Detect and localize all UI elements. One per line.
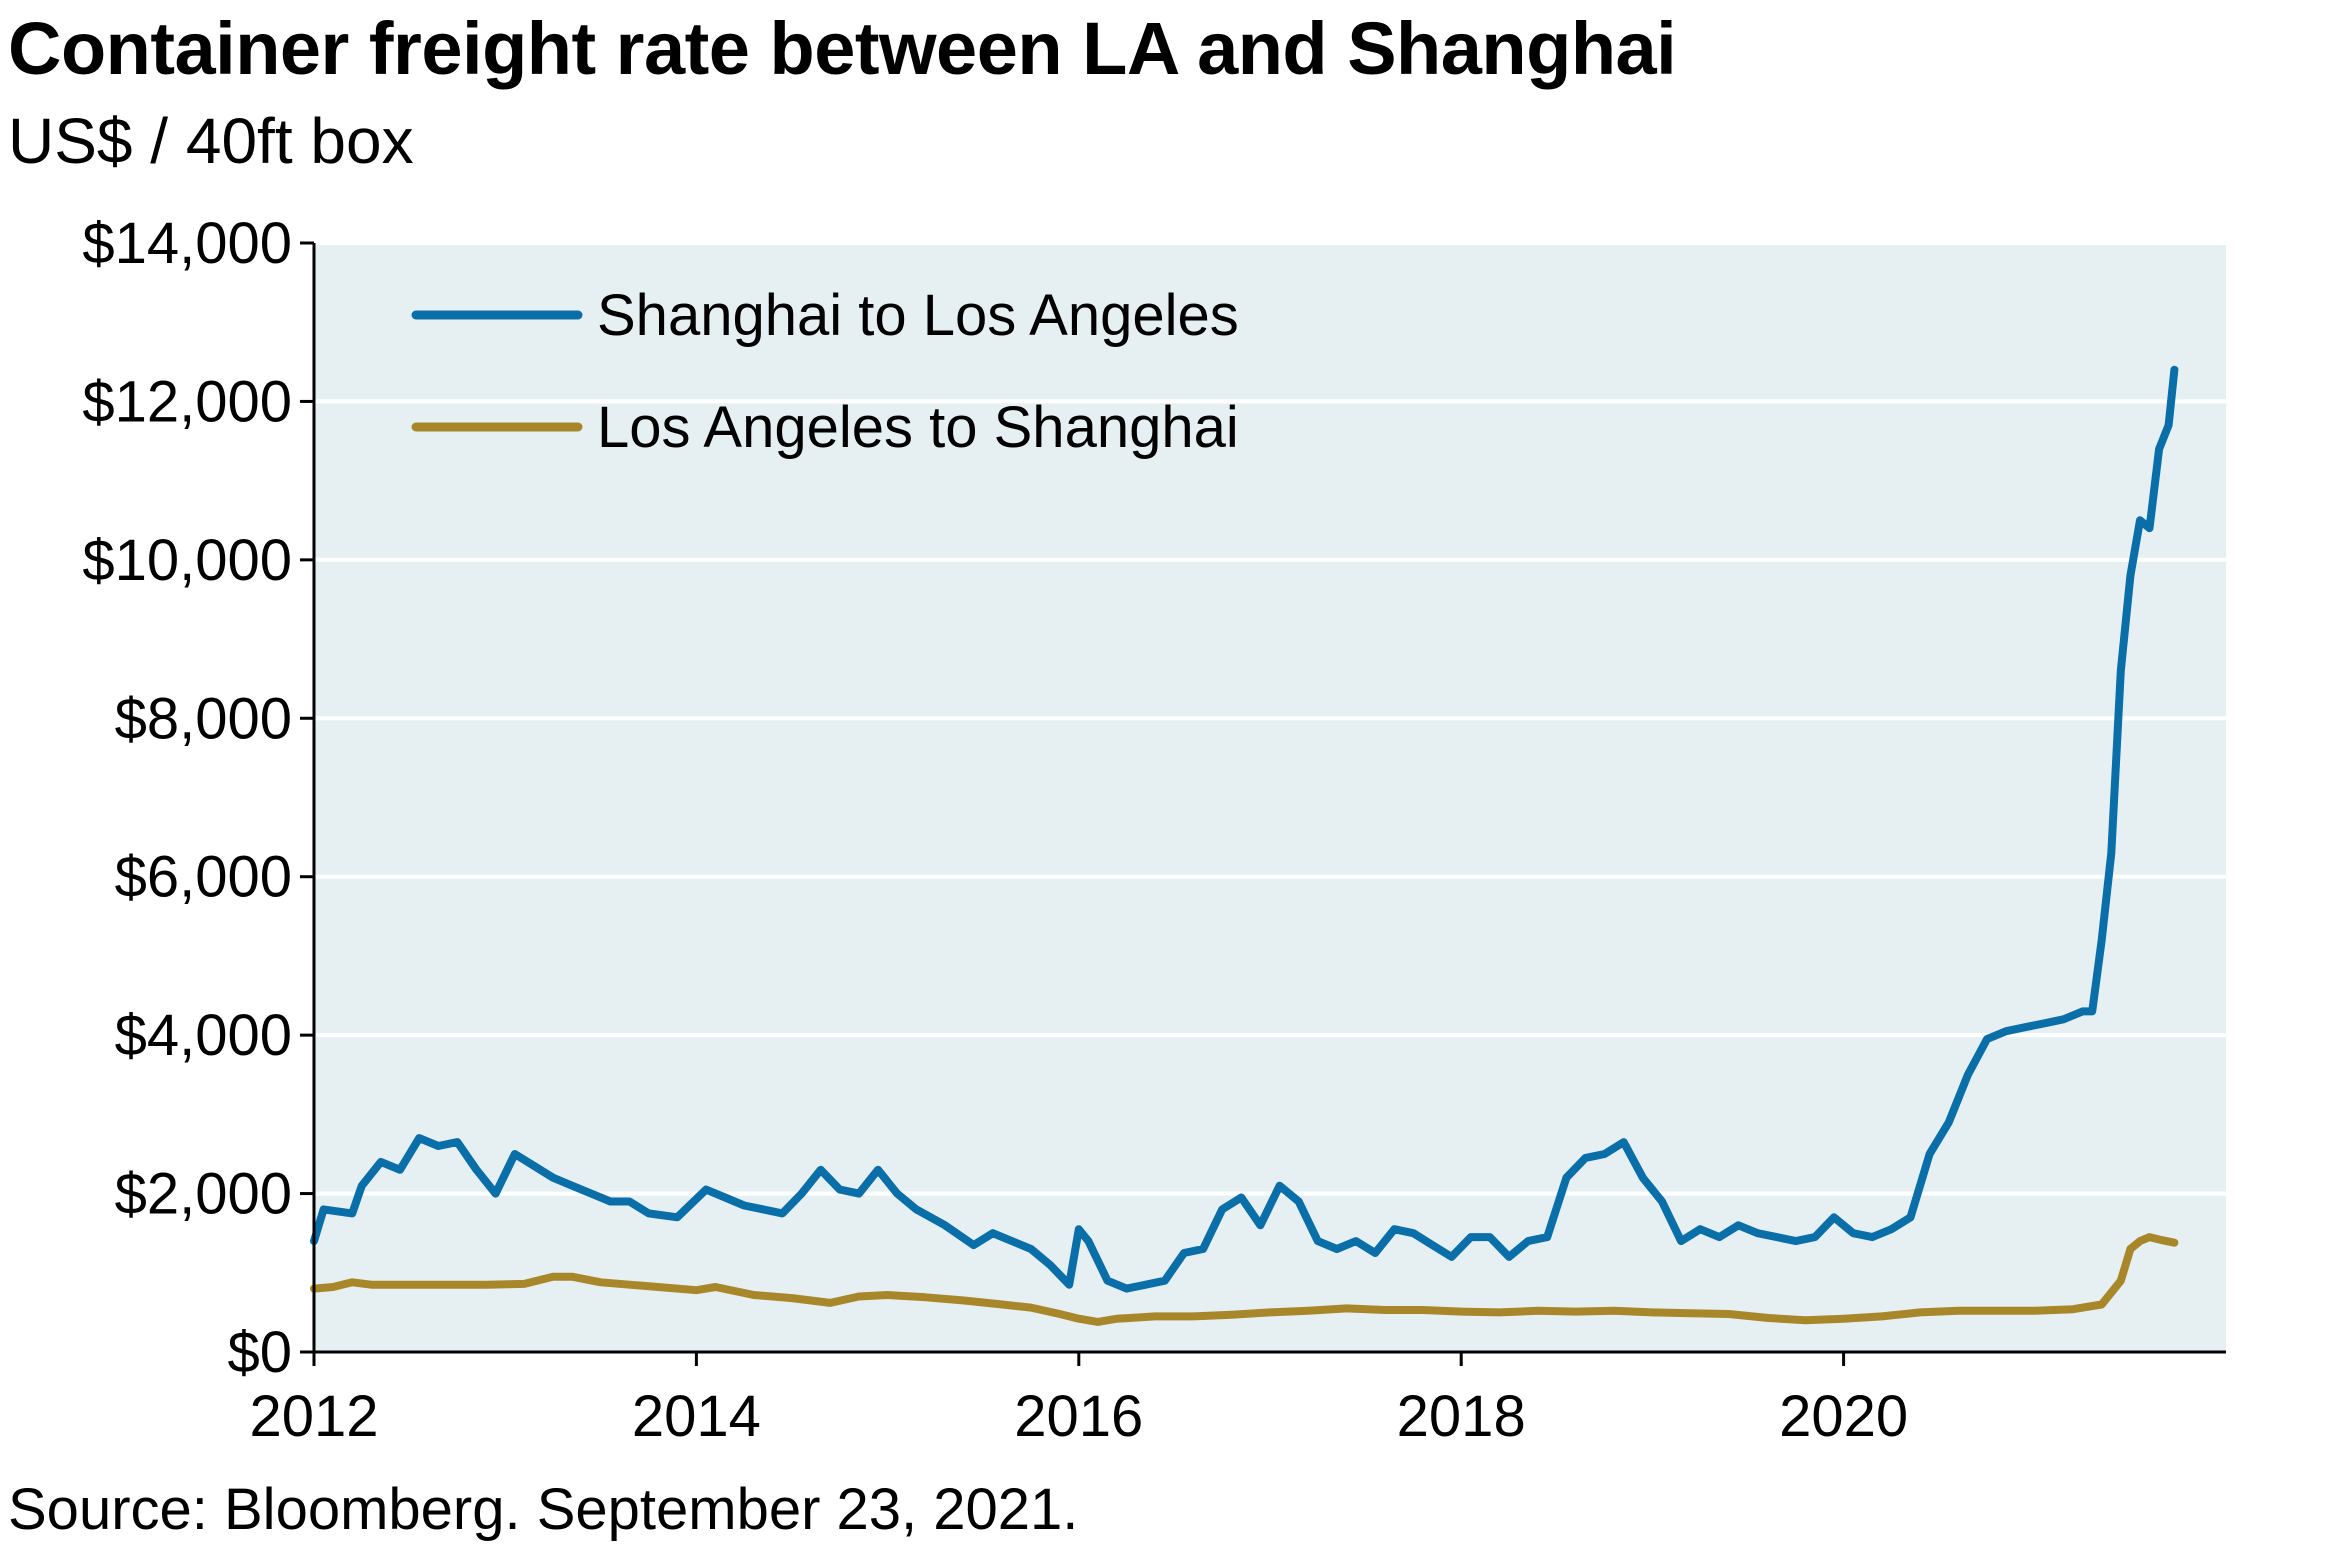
x-tick-label: 2020 bbox=[1779, 1384, 1908, 1449]
legend: Shanghai to Los Angeles Los Angeles to Sh… bbox=[411, 283, 1239, 460]
y-tick-label: $6,000 bbox=[115, 845, 292, 910]
y-tick-label: $0 bbox=[227, 1320, 292, 1385]
series-line-0 bbox=[310, 365, 2179, 1293]
x-tick-label: 2012 bbox=[249, 1384, 378, 1449]
x-tick-label: 2016 bbox=[1014, 1384, 1143, 1449]
x-tick-label: 2014 bbox=[632, 1384, 761, 1449]
gridlines bbox=[314, 241, 2226, 1196]
y-tick-label: $12,000 bbox=[82, 369, 292, 434]
plot-area bbox=[314, 243, 2226, 1352]
axes: $0 $2,000 $4,000 $6,000 $8,000 $10,000 $12,000… bbox=[82, 211, 2226, 1449]
x-tick-label: 2018 bbox=[1397, 1384, 1526, 1449]
chart-title: Container freight rate between LA and Sh… bbox=[8, 7, 1677, 90]
y-tick-label: $10,000 bbox=[82, 528, 292, 593]
series-lines bbox=[310, 365, 2179, 1326]
y-tick-label: $4,000 bbox=[115, 1003, 292, 1068]
y-tick-label: $8,000 bbox=[115, 686, 292, 751]
y-tick-label: $14,000 bbox=[82, 211, 292, 276]
chart-subtitle: US$ / 40ft box bbox=[8, 105, 414, 177]
y-tick-label: $2,000 bbox=[115, 1162, 292, 1227]
legend-label-0: Shanghai to Los Angeles bbox=[597, 283, 1239, 348]
legend-label-1: Los Angeles to Shanghai bbox=[597, 395, 1239, 460]
source-note: Source: Bloomberg. September 23, 2021. bbox=[8, 1477, 1079, 1542]
series-line-1 bbox=[310, 1233, 2179, 1326]
